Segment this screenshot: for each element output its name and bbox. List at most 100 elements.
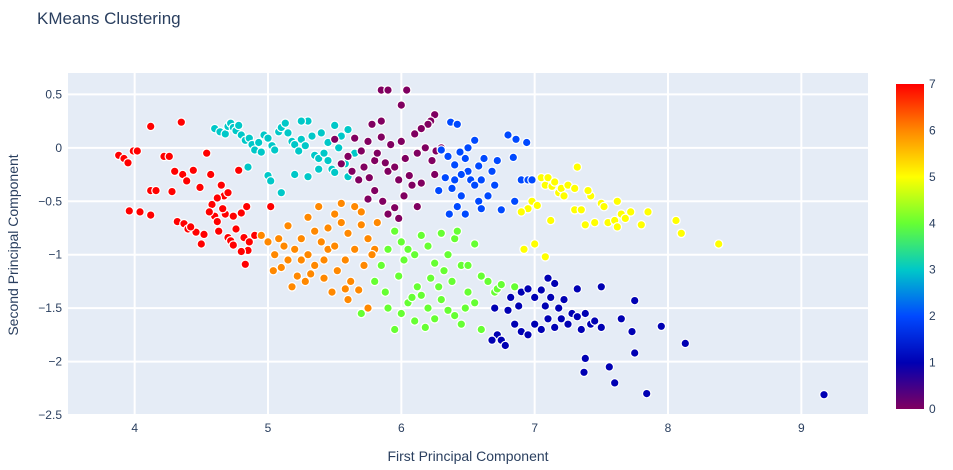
data-point[interactable]: [296, 255, 307, 265]
data-point[interactable]: [389, 226, 400, 236]
data-point[interactable]: [412, 148, 423, 158]
data-point[interactable]: [636, 220, 647, 230]
data-point[interactable]: [656, 321, 667, 332]
data-point[interactable]: [300, 276, 311, 287]
data-point[interactable]: [469, 297, 480, 308]
data-point[interactable]: [409, 316, 420, 326]
data-point[interactable]: [389, 202, 400, 213]
data-point[interactable]: [240, 259, 251, 270]
data-point[interactable]: [492, 155, 503, 166]
data-point[interactable]: [433, 281, 444, 292]
data-point[interactable]: [463, 260, 473, 271]
data-point[interactable]: [580, 308, 591, 319]
data-point[interactable]: [287, 281, 297, 292]
data-point[interactable]: [503, 305, 513, 316]
data-point[interactable]: [616, 313, 627, 324]
data-point[interactable]: [476, 203, 487, 214]
data-point[interactable]: [212, 216, 223, 227]
data-point[interactable]: [376, 116, 387, 126]
data-point[interactable]: [393, 271, 404, 281]
data-point[interactable]: [536, 324, 547, 335]
data-point[interactable]: [283, 128, 293, 138]
data-point[interactable]: [671, 215, 681, 226]
data-point[interactable]: [228, 211, 239, 221]
data-point[interactable]: [489, 303, 500, 313]
data-point[interactable]: [333, 143, 344, 153]
data-point[interactable]: [483, 276, 493, 287]
data-point[interactable]: [329, 120, 340, 131]
data-point[interactable]: [576, 324, 587, 335]
data-point[interactable]: [185, 222, 196, 232]
data-point[interactable]: [629, 348, 640, 358]
data-point[interactable]: [396, 237, 407, 247]
data-point[interactable]: [363, 194, 373, 204]
data-point[interactable]: [309, 260, 320, 271]
data-point[interactable]: [505, 292, 516, 303]
data-point[interactable]: [509, 281, 520, 292]
data-point[interactable]: [423, 303, 433, 313]
data-point[interactable]: [289, 244, 300, 255]
data-point[interactable]: [389, 162, 400, 172]
data-point[interactable]: [447, 183, 457, 194]
data-point[interactable]: [169, 166, 180, 177]
data-point[interactable]: [292, 271, 303, 281]
data-point[interactable]: [253, 137, 264, 148]
data-point[interactable]: [376, 260, 387, 271]
data-point[interactable]: [596, 281, 607, 292]
data-point[interactable]: [393, 175, 404, 185]
data-point[interactable]: [529, 239, 540, 249]
data-point[interactable]: [436, 145, 447, 155]
data-point[interactable]: [429, 313, 440, 324]
data-point[interactable]: [625, 207, 636, 217]
data-point[interactable]: [276, 262, 287, 273]
data-point[interactable]: [283, 255, 293, 265]
data-point[interactable]: [349, 133, 360, 143]
data-point[interactable]: [132, 146, 143, 156]
data-point[interactable]: [473, 161, 484, 171]
data-point[interactable]: [329, 241, 340, 251]
data-point[interactable]: [523, 329, 533, 340]
data-point[interactable]: [452, 226, 463, 236]
data-point[interactable]: [420, 322, 431, 333]
data-point[interactable]: [412, 201, 423, 212]
data-point[interactable]: [349, 201, 360, 212]
data-point[interactable]: [199, 229, 209, 240]
data-point[interactable]: [469, 135, 480, 146]
data-point[interactable]: [496, 279, 507, 290]
data-point[interactable]: [353, 175, 364, 185]
data-point[interactable]: [572, 311, 583, 322]
data-point[interactable]: [279, 241, 289, 251]
data-point[interactable]: [409, 249, 420, 260]
data-point[interactable]: [532, 200, 543, 211]
data-point[interactable]: [456, 169, 467, 180]
data-point[interactable]: [313, 164, 324, 174]
data-point[interactable]: [307, 131, 317, 141]
data-point[interactable]: [195, 182, 205, 193]
data-point[interactable]: [383, 209, 393, 219]
data-point[interactable]: [483, 191, 493, 201]
data-point[interactable]: [476, 324, 487, 335]
data-point[interactable]: [363, 233, 373, 244]
data-point[interactable]: [329, 209, 340, 219]
data-point[interactable]: [336, 217, 347, 228]
data-point[interactable]: [204, 207, 215, 217]
data-point[interactable]: [216, 180, 227, 190]
data-point[interactable]: [401, 85, 412, 95]
data-point[interactable]: [385, 139, 396, 150]
data-point[interactable]: [529, 319, 540, 329]
data-point[interactable]: [416, 290, 427, 301]
data-point[interactable]: [399, 255, 409, 265]
data-point[interactable]: [523, 284, 533, 294]
data-point[interactable]: [263, 133, 273, 143]
data-point[interactable]: [265, 201, 276, 212]
data-point[interactable]: [364, 172, 375, 183]
data-point[interactable]: [443, 305, 453, 316]
data-point[interactable]: [447, 276, 457, 287]
data-point[interactable]: [436, 294, 447, 305]
data-point[interactable]: [463, 287, 473, 297]
data-point[interactable]: [423, 119, 433, 130]
data-point[interactable]: [429, 258, 440, 268]
data-point[interactable]: [231, 224, 241, 234]
data-point[interactable]: [713, 239, 724, 249]
data-point[interactable]: [680, 338, 691, 349]
